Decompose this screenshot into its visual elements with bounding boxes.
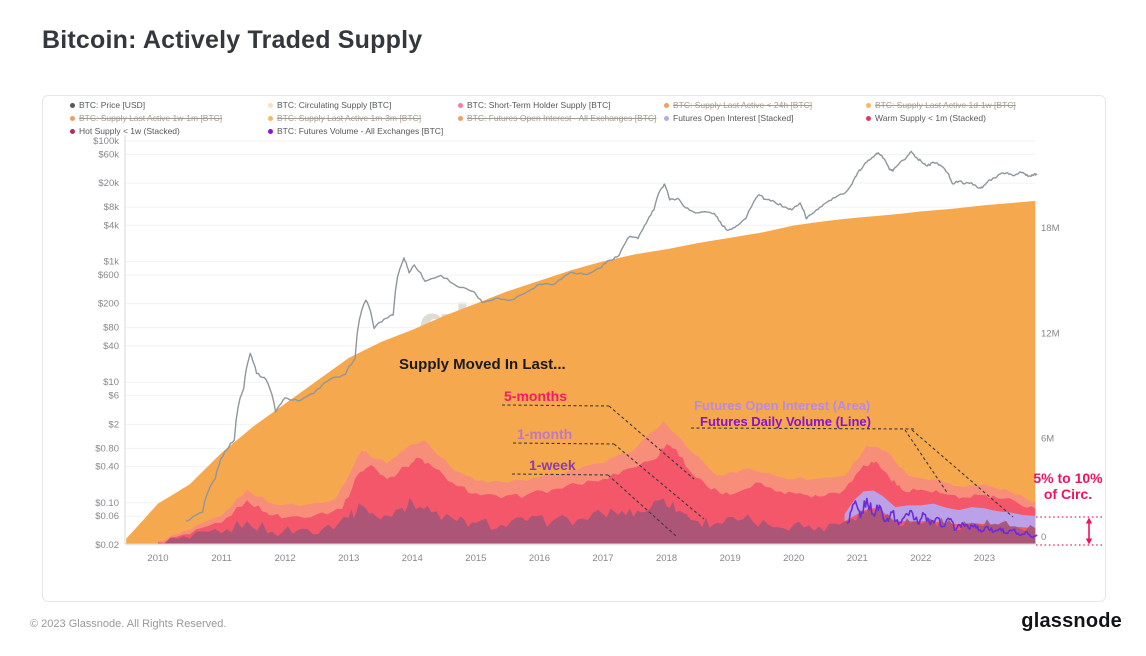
legend-item-label: BTC: Futures Open Interest - All Exchang…	[467, 113, 657, 123]
legend-item-label: BTC: Short-Term Holder Supply [BTC]	[467, 100, 611, 110]
copyright-text: © 2023 Glassnode. All Rights Reserved.	[30, 618, 227, 630]
legend-item-btc-price[interactable]: BTC: Price [USD]	[70, 99, 262, 111]
legend-dot	[70, 102, 75, 108]
svg-text:2011: 2011	[211, 553, 231, 564]
legend-dot	[268, 128, 273, 134]
legend-item-hot-supply[interactable]: Hot Supply < 1w (Stacked)	[70, 125, 262, 137]
legend-item-supply-last-active-1d-1w[interactable]: BTC: Supply Last Active 1d-1w [BTC]	[866, 99, 1080, 111]
legend-item-label: BTC: Futures Volume - All Exchanges [BTC…	[277, 126, 444, 136]
legend-dot	[70, 128, 75, 134]
svg-text:$80: $80	[103, 323, 119, 334]
legend-item-label: BTC: Price [USD]	[79, 100, 146, 110]
legend-dot	[458, 115, 463, 121]
legend-item-label: BTC: Supply Last Active 1m-3m [BTC]	[277, 113, 422, 123]
svg-text:$0.80: $0.80	[95, 443, 119, 454]
svg-text:$0.10: $0.10	[95, 498, 119, 509]
legend-dot	[70, 115, 75, 121]
svg-text:$0.06: $0.06	[95, 511, 119, 522]
svg-text:18M: 18M	[1041, 223, 1060, 234]
svg-text:2013: 2013	[338, 553, 359, 564]
legend-item-supply-last-active-1w-1m[interactable]: BTC: Supply Last Active 1w-1m [BTC]	[70, 112, 262, 124]
svg-text:2022: 2022	[910, 553, 931, 564]
legend-dot	[268, 115, 273, 121]
legend-item-label: Futures Open Interest [Stacked]	[673, 113, 794, 123]
svg-text:2014: 2014	[402, 553, 423, 564]
svg-text:2021: 2021	[847, 553, 868, 564]
legend-dot	[664, 115, 669, 121]
legend-item-circulating-supply[interactable]: BTC: Circulating Supply [BTC]	[268, 99, 452, 111]
svg-text:$600: $600	[98, 270, 119, 281]
svg-text:$20k: $20k	[98, 178, 119, 189]
legend-item-label: BTC: Supply Last Active 1w-1m [BTC]	[79, 113, 223, 123]
svg-text:2023: 2023	[974, 553, 995, 564]
svg-text:$60k: $60k	[98, 149, 119, 160]
legend-item-sth-supply[interactable]: BTC: Short-Term Holder Supply [BTC]	[458, 99, 658, 111]
svg-text:2012: 2012	[275, 553, 296, 564]
svg-text:$0.40: $0.40	[95, 461, 119, 472]
legend-item-label: BTC: Supply Last Active < 24h [BTC]	[673, 100, 813, 110]
svg-text:2020: 2020	[783, 553, 804, 564]
svg-text:$1k: $1k	[104, 257, 120, 268]
page-title: Bitcoin: Actively Traded Supply	[42, 26, 423, 54]
legend-item-futures-oi-stacked[interactable]: Futures Open Interest [Stacked]	[664, 112, 860, 124]
legend-item-supply-last-active-1m-3m[interactable]: BTC: Supply Last Active 1m-3m [BTC]	[268, 112, 452, 124]
svg-text:$0.02: $0.02	[95, 540, 119, 551]
legend-dot	[458, 102, 463, 108]
legend-dot	[268, 102, 273, 108]
glassnode-logo: glassnode	[1021, 610, 1122, 632]
legend-dot	[866, 115, 871, 121]
legend-item-label: BTC: Supply Last Active 1d-1w [BTC]	[875, 100, 1016, 110]
svg-text:0: 0	[1041, 532, 1046, 543]
legend-item-label: BTC: Circulating Supply [BTC]	[277, 100, 392, 110]
svg-text:2017: 2017	[592, 553, 613, 564]
svg-text:$10: $10	[103, 377, 119, 388]
svg-text:$6: $6	[108, 391, 119, 402]
legend-item-warm-supply[interactable]: Warm Supply < 1m (Stacked)	[866, 112, 1080, 124]
legend-item-futures-oi-all[interactable]: BTC: Futures Open Interest - All Exchang…	[458, 112, 658, 124]
svg-text:$100k: $100k	[93, 136, 119, 147]
svg-text:2019: 2019	[720, 553, 741, 564]
legend-item-futures-volume[interactable]: BTC: Futures Volume - All Exchanges [BTC…	[268, 125, 452, 137]
svg-text:$40: $40	[103, 341, 119, 352]
svg-text:6M: 6M	[1041, 434, 1054, 445]
legend-dot	[664, 102, 669, 108]
svg-text:2018: 2018	[656, 553, 677, 564]
legend-item-label: Warm Supply < 1m (Stacked)	[875, 113, 986, 123]
legend-item-label: Hot Supply < 1w (Stacked)	[79, 126, 180, 136]
svg-text:$8k: $8k	[104, 202, 120, 213]
svg-text:2010: 2010	[147, 553, 168, 564]
svg-text:$4k: $4k	[104, 220, 120, 231]
legend-dot	[866, 102, 871, 108]
svg-text:2015: 2015	[465, 553, 486, 564]
chart-legend: BTC: Price [USD] BTC: Circulating Supply …	[70, 99, 1080, 137]
svg-text:$200: $200	[98, 299, 119, 310]
svg-text:12M: 12M	[1041, 328, 1060, 339]
legend-item-supply-last-active-24h[interactable]: BTC: Supply Last Active < 24h [BTC]	[664, 99, 860, 111]
svg-text:2016: 2016	[529, 553, 550, 564]
svg-text:$2: $2	[108, 419, 119, 430]
